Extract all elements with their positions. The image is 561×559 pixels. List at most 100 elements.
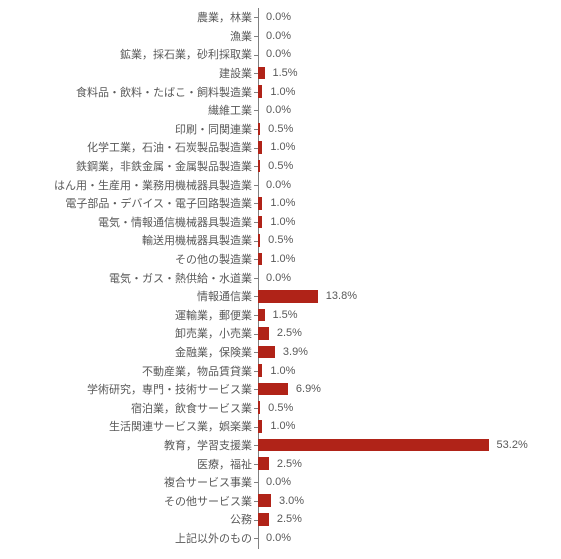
chart-row: 運輸業，郵便業 1.5% — [0, 306, 551, 325]
bar-area: 0.5% — [258, 157, 551, 176]
category-label: 農業，林業 — [0, 9, 258, 25]
chart-row: 鉱業，採石業，砂利採取業0.0% — [0, 45, 551, 64]
value-label: 0.5% — [268, 120, 293, 139]
bar-area: 1.0% — [258, 361, 551, 380]
axis-tick — [254, 501, 258, 502]
chart-row: 金融業，保険業3.9% — [0, 343, 551, 362]
category-label: 化学工業，石油・石炭製品製造業 — [0, 139, 258, 155]
bar-area: 1.0% — [258, 250, 551, 269]
bar-area: 0.5% — [258, 398, 551, 417]
bar-area: 1.0% — [258, 82, 551, 101]
category-label: はん用・生産用・業務用機械器具製造業 — [0, 177, 258, 193]
bar-area: 3.9% — [258, 343, 551, 362]
chart-row: その他の製造業1.0% — [0, 250, 551, 269]
axis-tick — [254, 36, 258, 37]
value-label: 1.0% — [270, 417, 295, 436]
category-label: 鉱業，採石業，砂利採取業 — [0, 46, 258, 62]
category-label: 上記以外のもの — [0, 530, 258, 546]
category-label: その他サービス業 — [0, 493, 258, 509]
bar — [258, 253, 262, 266]
bar — [258, 494, 271, 507]
value-label: 53.2% — [497, 436, 528, 455]
category-label: 運輸業，郵便業 — [0, 307, 258, 323]
bar-area: 0.0% — [258, 529, 551, 548]
category-label: 電気・ガス・熱供給・水道業 — [0, 270, 258, 286]
chart-row: 卸売業，小売業2.5% — [0, 324, 551, 343]
bar-area: 1.0% — [258, 194, 551, 213]
category-label: 鉄鋼業，非鉄金属・金属製品製造業 — [0, 158, 258, 174]
bar — [258, 346, 275, 359]
category-label: 教育，学習支援業 — [0, 437, 258, 453]
category-label: 不動産業，物品賃貸業 — [0, 363, 258, 379]
chart-row: 公務2.5% — [0, 510, 551, 529]
bar-area: 1.0% — [258, 213, 551, 232]
value-label: 1.5% — [273, 306, 298, 325]
axis-tick — [254, 129, 258, 130]
axis-tick — [254, 371, 258, 372]
value-label: 0.0% — [266, 8, 291, 27]
category-label: 情報通信業 — [0, 288, 258, 304]
value-label: 3.9% — [283, 343, 308, 362]
chart-row: 建設業 1.5% — [0, 64, 551, 83]
axis-tick — [254, 389, 258, 390]
bar — [258, 401, 260, 414]
axis-tick — [254, 241, 258, 242]
bar-area: 2.5% — [258, 454, 551, 473]
bar-area: 13.8% — [258, 287, 551, 306]
axis-tick — [254, 185, 258, 186]
bar-area: 2.5% — [258, 510, 551, 529]
category-label: 漁業 — [0, 28, 258, 44]
value-label: 2.5% — [277, 454, 302, 473]
chart-row: 電気・ガス・熱供給・水道業 0.0% — [0, 268, 551, 287]
category-label: 宿泊業，飲食サービス業 — [0, 400, 258, 416]
bar — [258, 85, 262, 98]
chart-row: 食料品・飲料・たばこ・飼料製造業1.0% — [0, 82, 551, 101]
bar-area: 0.5% — [258, 120, 551, 139]
value-label: 6.9% — [296, 380, 321, 399]
category-label: 食料品・飲料・たばこ・飼料製造業 — [0, 84, 258, 100]
bar-area: 1.0% — [258, 138, 551, 157]
bar-area: 1.0% — [258, 417, 551, 436]
axis-tick — [254, 427, 258, 428]
category-label: 印刷・同関連業 — [0, 121, 258, 137]
bar-area: 0.5% — [258, 231, 551, 250]
value-label: 1.5% — [273, 64, 298, 83]
category-label: 建設業 — [0, 65, 258, 81]
chart-row: 医療，福祉2.5% — [0, 454, 551, 473]
bar-area: 0.0% — [258, 45, 551, 64]
category-label: 電子部品・デバイス・電子回路製造業 — [0, 195, 258, 211]
category-label: 輸送用機械器具製造業 — [0, 232, 258, 248]
axis-tick — [254, 520, 258, 521]
axis-tick — [254, 334, 258, 335]
value-label: 13.8% — [326, 287, 357, 306]
axis-tick — [254, 315, 258, 316]
bar-area: 0.0% — [258, 175, 551, 194]
value-label: 0.0% — [266, 101, 291, 120]
axis-tick — [254, 222, 258, 223]
value-label: 0.0% — [266, 27, 291, 46]
bar-area: 0.0% — [258, 8, 551, 27]
category-label: 電気・情報通信機械器具製造業 — [0, 214, 258, 230]
bar — [258, 327, 269, 340]
chart-row: 農業，林業 0.0% — [0, 8, 551, 27]
bar — [258, 197, 262, 210]
bar — [258, 309, 265, 322]
axis-tick — [254, 278, 258, 279]
value-label: 0.0% — [266, 268, 291, 287]
bar — [258, 141, 262, 154]
chart-row: 電気・情報通信機械器具製造業1.0% — [0, 213, 551, 232]
bar — [258, 290, 318, 303]
chart-row: その他サービス業3.0% — [0, 491, 551, 510]
bar-area: 6.9% — [258, 380, 551, 399]
category-label: 公務 — [0, 511, 258, 527]
bar — [258, 383, 288, 396]
value-label: 1.0% — [270, 138, 295, 157]
bar-area: 2.5% — [258, 324, 551, 343]
bar — [258, 234, 260, 247]
axis-tick — [254, 259, 258, 260]
bar — [258, 439, 489, 452]
category-label: 生活関連サービス業，娯楽業 — [0, 418, 258, 434]
axis-tick — [254, 296, 258, 297]
chart-row: 上記以外のもの0.0% — [0, 529, 551, 548]
value-label: 0.0% — [266, 175, 291, 194]
